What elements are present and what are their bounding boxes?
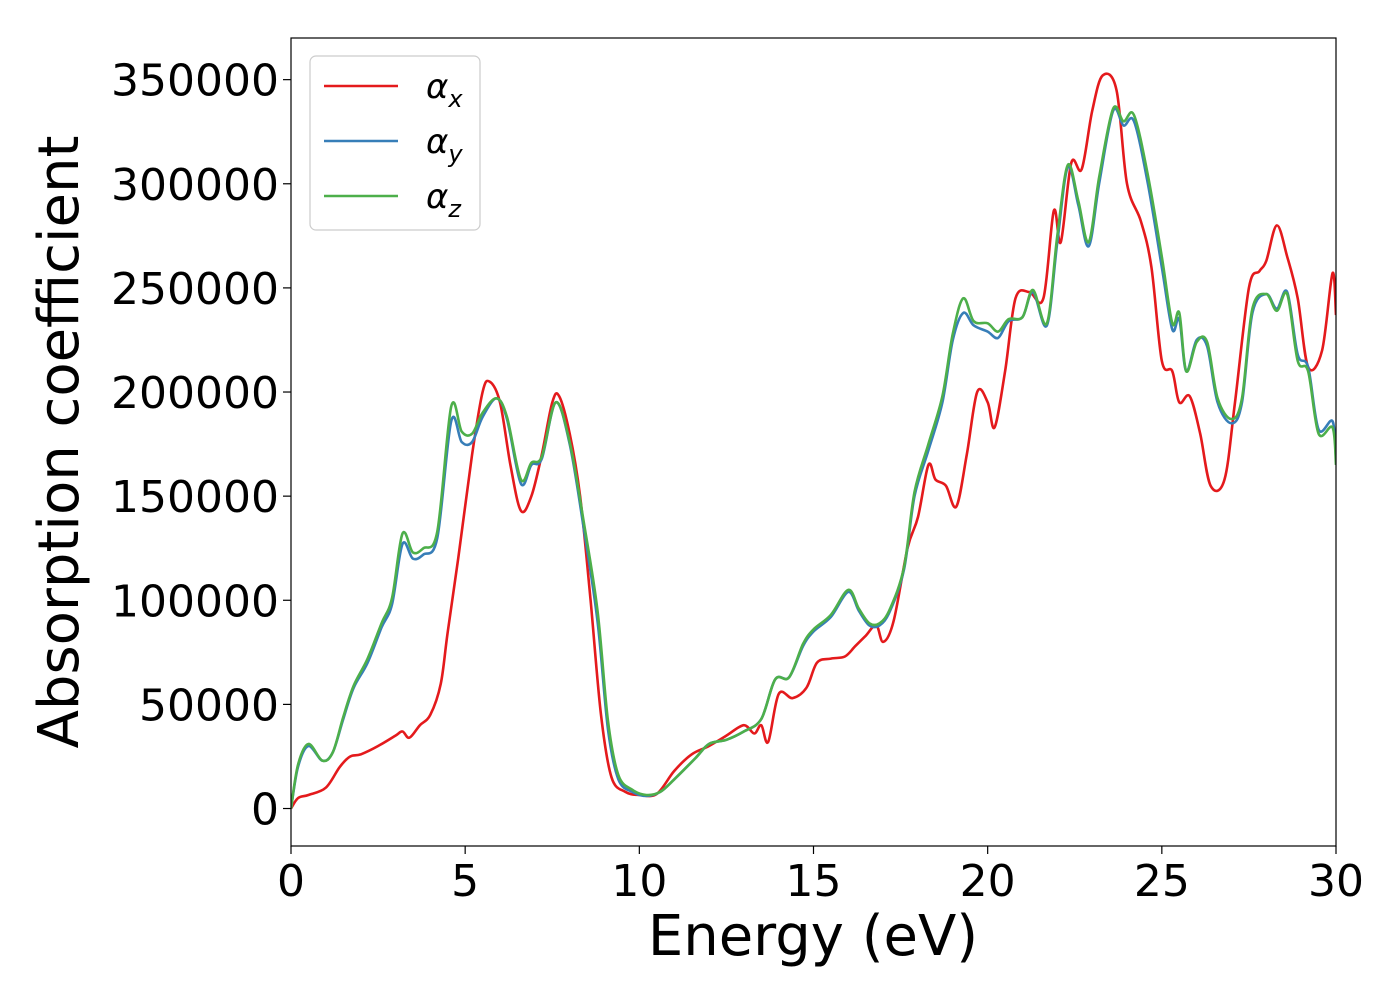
y-tick-label: 200000 [111, 368, 279, 419]
y-axis-label: Absorption coefficient [27, 136, 92, 749]
y-axis: 0 50000 100000 150000 200000 250000 300000 3500… [111, 56, 291, 836]
legend-label-x: αx [426, 67, 463, 113]
series-line-x [291, 72, 1336, 810]
x-tick-label: 25 [1134, 856, 1190, 907]
x-axis-label: Energy (eV) [648, 904, 978, 969]
y-tick-label: 250000 [111, 264, 279, 315]
x-axis: 0 5 10 15 20 25 30 [277, 846, 1364, 907]
series-line-z [291, 105, 1336, 809]
y-tick-label: 100000 [111, 576, 279, 627]
x-tick-label: 5 [451, 856, 479, 907]
y-tick-label: 150000 [111, 472, 279, 523]
y-tick-label: 50000 [139, 680, 279, 731]
x-tick-label: 20 [960, 856, 1016, 907]
legend-label-z: αz [426, 177, 462, 223]
y-tick-label: 350000 [111, 56, 279, 107]
x-tick-label: 15 [786, 856, 842, 907]
x-tick-label: 10 [611, 856, 667, 907]
y-tick-label: 300000 [111, 160, 279, 211]
legend: αx αy αz [309, 55, 481, 231]
plot-area [291, 72, 1336, 810]
y-tick-label: 0 [251, 785, 279, 836]
legend-box [309, 55, 481, 231]
legend-label-y: αy [426, 122, 463, 168]
x-tick-label: 30 [1308, 856, 1364, 907]
x-tick-label: 0 [277, 856, 305, 907]
